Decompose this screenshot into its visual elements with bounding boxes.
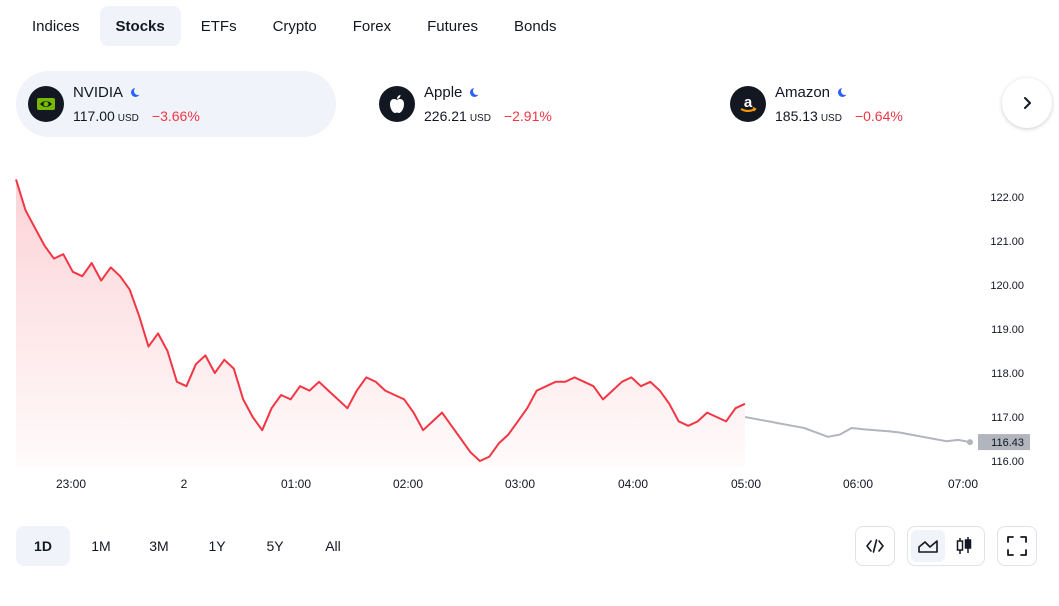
symbol-price: 226.21 [424,108,467,124]
y-tick-label: 119.00 [991,324,1024,336]
range-1y-button[interactable]: 1Y [208,538,226,554]
x-tick-label: 03:00 [505,477,535,491]
next-symbols-button[interactable] [1002,78,1052,128]
price-chart[interactable]: 122.00 121.00 120.00 119.00 118.00 117.00 116.… [0,160,1059,500]
tab-crypto[interactable]: Crypto [272,17,317,35]
y-tick-label: 116.00 [991,456,1024,468]
symbol-cards: NVIDIA 117.00 USD −3.66% Apple 226.21 [16,71,1056,137]
symbol-card-amazon[interactable]: a Amazon 185.13 USD −0.64% [718,71,1038,137]
symbol-currency: USD [820,113,842,124]
y-tick-label: 117.00 [991,412,1024,424]
symbol-name: Apple [424,84,463,101]
symbol-name: Amazon [775,84,831,101]
chart-type-toggle [907,526,985,566]
x-tick-label: 07:00 [948,477,978,491]
area-chart-button[interactable] [911,530,945,562]
amazon-logo-icon: a [730,86,766,122]
x-tick-label: 2 [181,477,188,491]
nvidia-logo-icon [28,86,64,122]
symbol-price: 185.13 [775,108,818,124]
fullscreen-icon [1007,536,1027,556]
symbol-price: 117.00 [73,108,115,124]
area-chart-icon [918,540,938,553]
candle-chart-button[interactable] [947,530,981,562]
range-5y-button[interactable]: 5Y [266,538,284,554]
y-axis: 122.00 121.00 120.00 119.00 118.00 117.00 116.… [990,192,1024,468]
last-price-dot [967,439,973,446]
range-3m-button[interactable]: 3M [149,538,169,554]
range-1m-button[interactable]: 1M [91,538,111,554]
symbol-currency: USD [117,113,139,124]
chevron-right-icon [1024,97,1031,109]
market-tabs: Indices Stocks ETFs Crypto Forex Futures… [16,6,577,46]
symbol-change: −2.91% [503,108,552,124]
price-area [16,179,745,466]
fullscreen-button[interactable] [997,526,1037,566]
x-tick-label: 02:00 [393,477,423,491]
symbol-change: −0.64% [854,108,903,124]
last-price-value: 116.43 [991,437,1024,449]
tab-forex[interactable]: Forex [352,17,392,35]
symbol-card-apple[interactable]: Apple 226.21 USD −2.91% [367,71,687,137]
x-tick-label: 23:00 [56,477,86,491]
tab-indices[interactable]: Indices [32,17,80,35]
x-axis: 23:00 2 01:00 02:00 03:00 04:00 05:00 06:00 07:0… [56,477,978,491]
y-tick-label: 120.00 [990,280,1024,292]
chart-tools [855,526,1037,566]
last-price-label: 116.43 [978,434,1030,451]
price-line [15,179,746,462]
y-tick-label: 118.00 [991,368,1024,380]
chart-canvas: 122.00 121.00 120.00 119.00 118.00 117.00 116.… [15,179,1030,491]
tab-bonds[interactable]: Bonds [513,17,557,35]
y-tick-label: 121.00 [990,236,1024,248]
symbol-change: −3.66% [151,108,200,124]
range-selector: 1D 1M 3M 1Y 5Y All [16,526,364,566]
tab-stocks[interactable]: Stocks [99,6,181,46]
svg-text:a: a [744,94,753,111]
code-icon [866,539,884,553]
symbol-currency: USD [469,113,491,124]
tab-futures[interactable]: Futures [427,17,478,35]
moon-icon [470,87,482,97]
embed-code-button[interactable] [855,526,895,566]
apple-logo-icon [379,86,415,122]
candlestick-icon [956,537,972,554]
x-tick-label: 05:00 [731,477,761,491]
moon-icon [838,87,850,97]
x-tick-label: 06:00 [843,477,873,491]
symbol-card-nvidia[interactable]: NVIDIA 117.00 USD −3.66% [16,71,336,137]
y-tick-label: 122.00 [990,192,1024,204]
x-tick-label: 04:00 [618,477,648,491]
moon-icon [131,87,143,97]
range-1d-button[interactable]: 1D [16,526,70,566]
x-tick-label: 01:00 [281,477,311,491]
tab-etfs[interactable]: ETFs [200,17,237,35]
range-all-button[interactable]: All [325,538,341,554]
extended-hours-line [744,416,971,444]
symbol-name: NVIDIA [73,84,124,101]
